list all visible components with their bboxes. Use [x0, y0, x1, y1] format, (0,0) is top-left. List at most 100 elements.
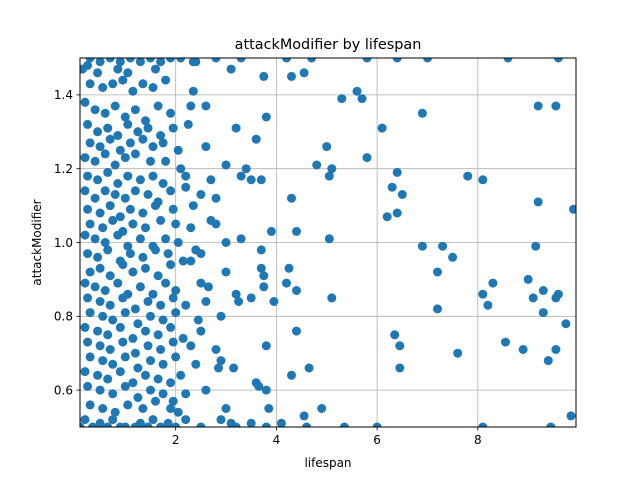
data-point — [246, 418, 256, 427]
data-point — [171, 219, 181, 229]
data-point — [168, 204, 178, 214]
data-point — [362, 153, 372, 163]
data-point — [264, 404, 274, 413]
data-point — [115, 212, 125, 222]
data-point — [123, 68, 133, 78]
data-point — [304, 363, 314, 373]
data-point — [85, 219, 95, 229]
data-point — [324, 234, 334, 244]
data-point — [533, 197, 543, 207]
data-point — [130, 186, 140, 196]
data-point — [141, 223, 150, 233]
data-point — [110, 190, 120, 199]
data-point — [93, 326, 103, 336]
data-point — [317, 404, 327, 413]
data-point — [322, 142, 332, 152]
data-point — [173, 407, 183, 417]
data-point — [483, 300, 493, 310]
data-point — [324, 171, 334, 181]
data-point — [148, 142, 158, 152]
data-point — [551, 345, 561, 354]
data-point — [259, 282, 269, 292]
data-point — [100, 286, 110, 295]
data-point — [110, 407, 120, 417]
data-point — [110, 101, 120, 111]
data-point — [188, 86, 198, 96]
data-point — [95, 418, 105, 427]
data-point — [518, 345, 528, 354]
data-point — [173, 238, 183, 247]
data-point — [103, 123, 113, 133]
data-point — [176, 164, 186, 174]
data-point — [261, 341, 271, 351]
data-point — [148, 415, 158, 425]
data-point — [125, 204, 135, 214]
data-point — [80, 186, 90, 196]
data-point — [433, 304, 442, 314]
data-point — [158, 389, 168, 399]
data-point — [173, 145, 183, 155]
data-point — [269, 297, 279, 306]
data-point — [569, 204, 576, 214]
data-point — [143, 190, 153, 199]
data-point — [221, 238, 231, 247]
x-tick-label: 6 — [373, 433, 381, 447]
data-point — [95, 341, 105, 351]
y-tick-label: 0.6 — [54, 383, 73, 397]
data-point — [153, 271, 163, 281]
data-point — [503, 58, 513, 63]
data-point — [135, 282, 145, 292]
data-point — [284, 263, 294, 273]
data-point — [523, 274, 533, 284]
data-point — [168, 123, 178, 133]
data-point — [80, 322, 90, 332]
data-point — [98, 404, 108, 413]
data-point — [85, 352, 95, 362]
data-point — [156, 58, 166, 67]
data-point — [146, 385, 155, 395]
data-point — [98, 311, 108, 321]
data-point — [148, 171, 158, 181]
data-point — [161, 75, 171, 85]
data-point — [123, 119, 133, 129]
data-point — [83, 293, 93, 303]
data-point — [120, 352, 130, 362]
data-point — [100, 108, 110, 118]
data-point — [251, 134, 261, 144]
data-point — [181, 389, 191, 399]
y-tick-label: 1.0 — [54, 236, 73, 250]
data-point — [103, 167, 113, 177]
data-point — [130, 304, 140, 314]
data-point — [95, 385, 105, 395]
data-point — [214, 363, 223, 373]
data-point — [259, 71, 269, 81]
data-point — [148, 289, 158, 299]
data-point — [146, 311, 155, 321]
data-point — [130, 348, 140, 358]
x-tick-label: 8 — [474, 433, 482, 447]
data-point — [135, 58, 145, 67]
data-point — [113, 278, 123, 288]
data-point — [85, 308, 95, 318]
data-point — [151, 64, 160, 74]
data-point — [80, 415, 90, 425]
data-point — [531, 241, 541, 251]
data-point — [256, 175, 266, 185]
data-point — [181, 300, 191, 310]
data-point — [98, 356, 108, 366]
data-point — [93, 175, 103, 185]
data-point — [546, 422, 556, 427]
y-axis-ticks: 0.6 0.8 1.0 1.2 1.4 — [54, 88, 80, 397]
data-point — [241, 164, 251, 174]
data-point — [392, 208, 402, 218]
data-point — [201, 101, 211, 111]
data-point — [256, 263, 266, 273]
data-point — [203, 282, 213, 292]
data-point — [254, 381, 264, 391]
data-point — [221, 160, 231, 170]
data-point — [261, 385, 271, 395]
data-point — [561, 319, 571, 329]
data-point — [171, 286, 181, 295]
data-point — [553, 58, 563, 63]
